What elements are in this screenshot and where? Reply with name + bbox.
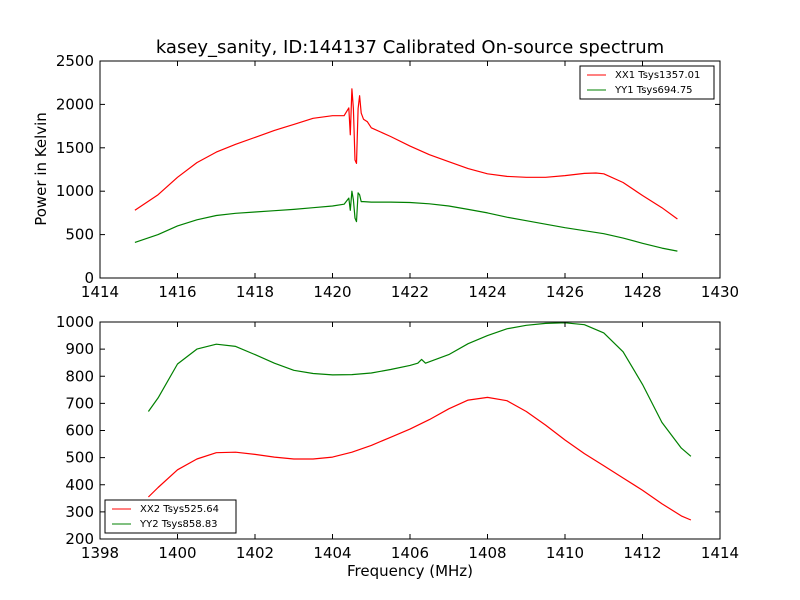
top-x-tick-label: 1426 bbox=[546, 283, 584, 301]
top-x-tick-label: 1422 bbox=[391, 283, 429, 301]
top-legend-box bbox=[579, 65, 715, 100]
bottom-y-tick-label: 700 bbox=[65, 394, 94, 412]
bottom-y-tick-label: 900 bbox=[65, 340, 94, 358]
bottom-x-tick-label: 1408 bbox=[468, 544, 506, 562]
top-x-tick-label: 1418 bbox=[236, 283, 274, 301]
top-y-tick-label: 1000 bbox=[56, 182, 94, 200]
top-series-layer bbox=[134, 88, 678, 252]
top-x-tick-label: 1416 bbox=[158, 283, 196, 301]
bottom-x-tick-label: 1410 bbox=[546, 544, 584, 562]
bottom-x-tick-label: 1414 bbox=[701, 544, 739, 562]
bottom-y-tick-label: 1000 bbox=[56, 313, 94, 331]
top-panel: 1414 1416 1418 1420 1422 1424 1426 1428 1430 0 50… bbox=[32, 52, 739, 301]
legend-label-yy2: YY2 Tsys858.83 bbox=[139, 519, 218, 530]
bottom-series-yy2 bbox=[147, 322, 692, 457]
top-x-tick-label: 1420 bbox=[313, 283, 351, 301]
top-x-ticks: 1414 1416 1418 1420 1422 1424 1426 1428 1430 bbox=[81, 61, 739, 301]
top-y-tick-label: 1500 bbox=[56, 139, 94, 157]
top-series-xx1 bbox=[134, 88, 678, 220]
bottom-x-tick-label: 1400 bbox=[158, 544, 196, 562]
chart-title: kasey_sanity, ID:144137 Calibrated On-so… bbox=[156, 37, 664, 58]
bottom-x-axis-label: Frequency (MHz) bbox=[347, 562, 473, 580]
legend-label-yy1: YY1 Tsys694.75 bbox=[614, 85, 693, 96]
bottom-panel: 1398 1400 1402 1404 1406 1408 1410 1412 1414 200… bbox=[56, 313, 739, 580]
bottom-y-tick-label: 300 bbox=[65, 503, 94, 521]
bottom-y-tick-label: 400 bbox=[65, 476, 94, 494]
top-y-tick-label: 2000 bbox=[56, 95, 94, 113]
bottom-series-xx2 bbox=[147, 396, 692, 521]
bottom-y-tick-label: 800 bbox=[65, 367, 94, 385]
top-x-tick-label: 1424 bbox=[468, 283, 506, 301]
top-x-tick-label: 1430 bbox=[701, 283, 739, 301]
bottom-x-ticks: 1398 1400 1402 1404 1406 1408 1410 1412 1414 bbox=[81, 322, 739, 562]
bottom-y-tick-label: 500 bbox=[65, 449, 94, 467]
bottom-series-layer bbox=[147, 322, 692, 521]
bottom-x-tick-label: 1412 bbox=[623, 544, 661, 562]
top-y-tick-label: 2500 bbox=[56, 52, 94, 70]
top-legend: XX1 Tsys1357.01 YY1 Tsys694.75 bbox=[579, 65, 715, 100]
bottom-legend-box bbox=[104, 499, 237, 534]
bottom-x-tick-label: 1406 bbox=[391, 544, 429, 562]
bottom-x-tick-label: 1398 bbox=[81, 544, 119, 562]
top-y-tick-label: 0 bbox=[84, 269, 94, 287]
legend-label-xx1: XX1 Tsys1357.01 bbox=[615, 70, 700, 81]
top-y-ticks: 0 500 1000 1500 2000 2500 bbox=[56, 52, 720, 287]
legend-label-xx2: XX2 Tsys525.64 bbox=[140, 504, 219, 515]
top-y-tick-label: 500 bbox=[65, 226, 94, 244]
bottom-y-tick-label: 200 bbox=[65, 530, 94, 548]
bottom-x-tick-label: 1402 bbox=[236, 544, 274, 562]
bottom-x-tick-label: 1404 bbox=[313, 544, 351, 562]
top-x-tick-label: 1414 bbox=[81, 283, 119, 301]
bottom-legend: XX2 Tsys525.64 YY2 Tsys858.83 bbox=[104, 499, 237, 534]
bottom-y-ticks: 200 300 400 500 600 700 800 900 1000 bbox=[56, 313, 720, 548]
top-y-axis-label: Power in Kelvin bbox=[32, 112, 50, 226]
top-series-yy1 bbox=[134, 190, 678, 252]
bottom-y-tick-label: 600 bbox=[65, 422, 94, 440]
top-x-tick-label: 1428 bbox=[623, 283, 661, 301]
